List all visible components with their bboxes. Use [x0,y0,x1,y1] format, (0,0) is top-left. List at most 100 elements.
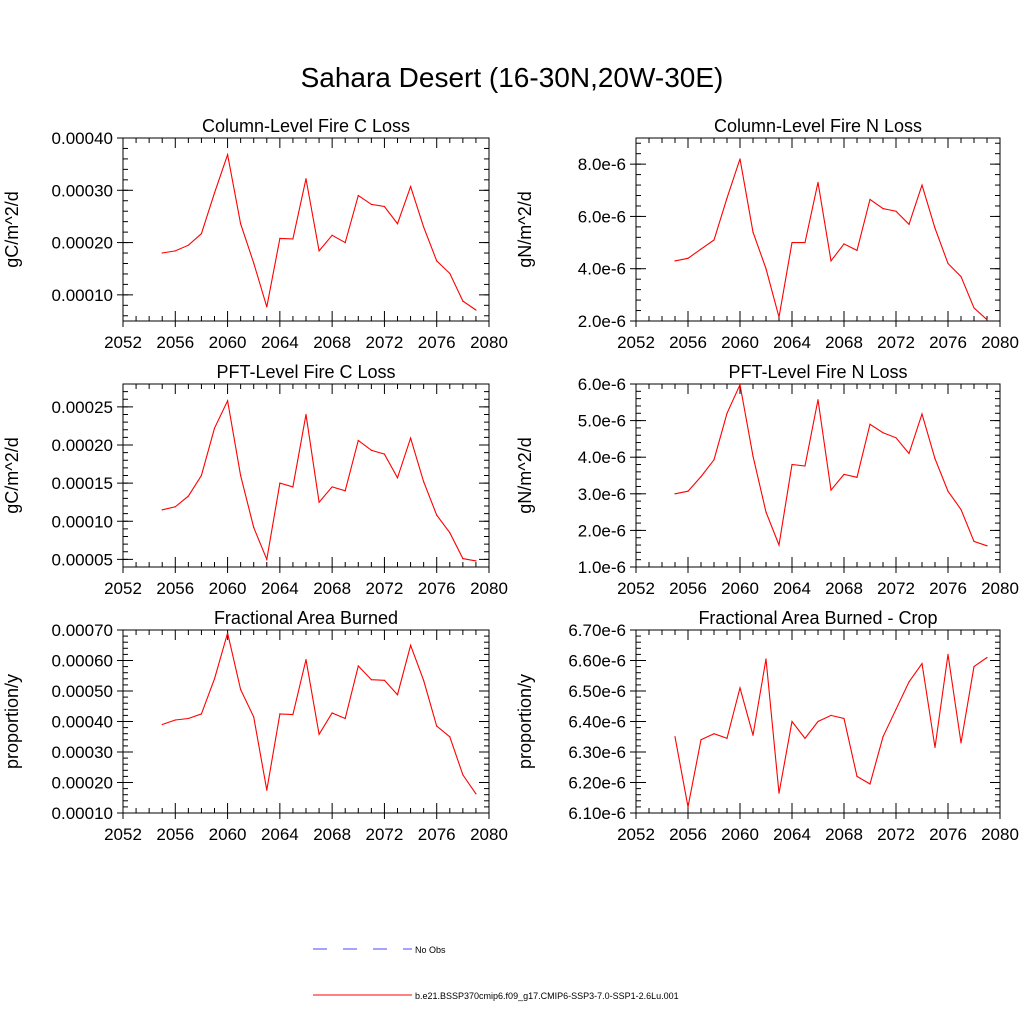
x-tick-label: 2064 [261,579,299,598]
x-tick-label: 2060 [209,333,247,352]
data-point [726,412,728,414]
data-point [409,186,412,188]
data-point [344,717,346,720]
data-point [187,717,189,720]
x-tick-label: 2064 [773,825,811,844]
data-point [396,694,399,696]
data-point [882,207,884,210]
data-point [200,713,203,715]
x-tick-label: 2080 [981,579,1019,598]
x-tick-label: 2056 [156,333,194,352]
data-point [292,238,294,240]
x-tick-label: 2080 [470,579,508,598]
data-point [869,198,871,201]
data-point [253,526,255,528]
chart-title: Fractional Area Burned - Crop [698,608,937,628]
data-point [765,511,767,513]
x-tick-label: 2056 [669,825,707,844]
data-point [986,656,988,659]
data-point [882,432,884,434]
data-point [462,300,464,302]
data-point [947,262,949,265]
x-tick-label: 2052 [104,579,142,598]
y-tick-label: 0.00070 [52,621,113,640]
data-point [370,449,372,451]
data-point [462,558,464,560]
x-tick-label: 2056 [669,333,707,352]
x-tick-label: 2068 [313,333,351,352]
chart-title: PFT-Level Fire C Loss [216,362,395,382]
legend-label-1: No Obs [415,945,446,955]
data-point [856,775,858,778]
data-point [687,257,689,259]
data-point [449,532,451,534]
x-tick-label: 2060 [721,825,759,844]
x-tick-label: 2072 [366,333,404,352]
x-tick-label: 2068 [313,825,351,844]
data-point [947,490,949,492]
data-point [804,241,806,244]
x-tick-label: 2056 [156,579,194,598]
y-tick-label: 6.70e-6 [568,621,626,640]
data-point [752,231,754,233]
data-point [213,678,216,680]
data-point [200,474,203,477]
chart-panel-6: Fractional Area Burned - Crop proportion/… [515,608,1019,844]
y-tick-label: 6.0e-6 [578,207,626,226]
data-point [856,249,858,252]
y-tick-label: 0.00020 [52,234,113,253]
data-point [882,736,884,738]
y-tick-label: 0.00030 [52,743,113,762]
data-point [674,260,676,262]
data-point [253,716,255,718]
data-point [240,223,242,225]
data-point [213,192,216,194]
data-point [344,241,346,244]
data-point [973,666,975,668]
data-point [700,739,702,741]
data-point [739,158,741,160]
data-point [713,733,715,735]
y-tick-label: 6.10e-6 [568,804,626,823]
data-point [934,227,936,229]
data-point [423,226,425,228]
data-point [973,540,975,542]
data-point [318,250,320,252]
chart-title: Fractional Area Burned [214,608,398,628]
data-point [383,205,386,208]
y-tick-label: 6.30e-6 [568,743,626,762]
data-point [279,237,281,239]
y-tick-label: 0.00050 [52,682,113,701]
y-tick-label: 5.0e-6 [578,412,626,431]
y-axis-label: gC/m^2/d [2,191,22,267]
series-line [674,382,988,548]
x-tick-label: 2052 [104,333,142,352]
data-point [279,713,281,715]
y-tick-label: 6.50e-6 [568,682,626,701]
data-point [226,400,229,402]
y-tick-label: 0.00005 [52,550,113,569]
y-axis-label: proportion/y [2,674,22,769]
data-point [331,234,333,236]
y-tick-label: 4.0e-6 [578,448,626,467]
data-point [934,746,936,749]
y-tick-label: 4.0e-6 [578,260,626,279]
x-tick-label: 2064 [261,825,299,844]
data-point [187,244,189,246]
y-axis-label: gN/m^2/d [515,191,535,267]
data-point [739,687,741,689]
data-point [436,260,438,262]
series-line [674,158,988,321]
data-point [921,662,923,665]
data-point [279,482,281,484]
data-point [292,486,294,488]
data-point [778,544,780,546]
plot-frame [122,629,490,814]
data-point [960,275,962,278]
x-tick-label: 2052 [104,825,142,844]
y-tick-label: 2.0e-6 [578,312,626,331]
data-point [830,260,832,262]
y-tick-label: 0.00010 [52,512,113,531]
data-point [973,307,975,309]
